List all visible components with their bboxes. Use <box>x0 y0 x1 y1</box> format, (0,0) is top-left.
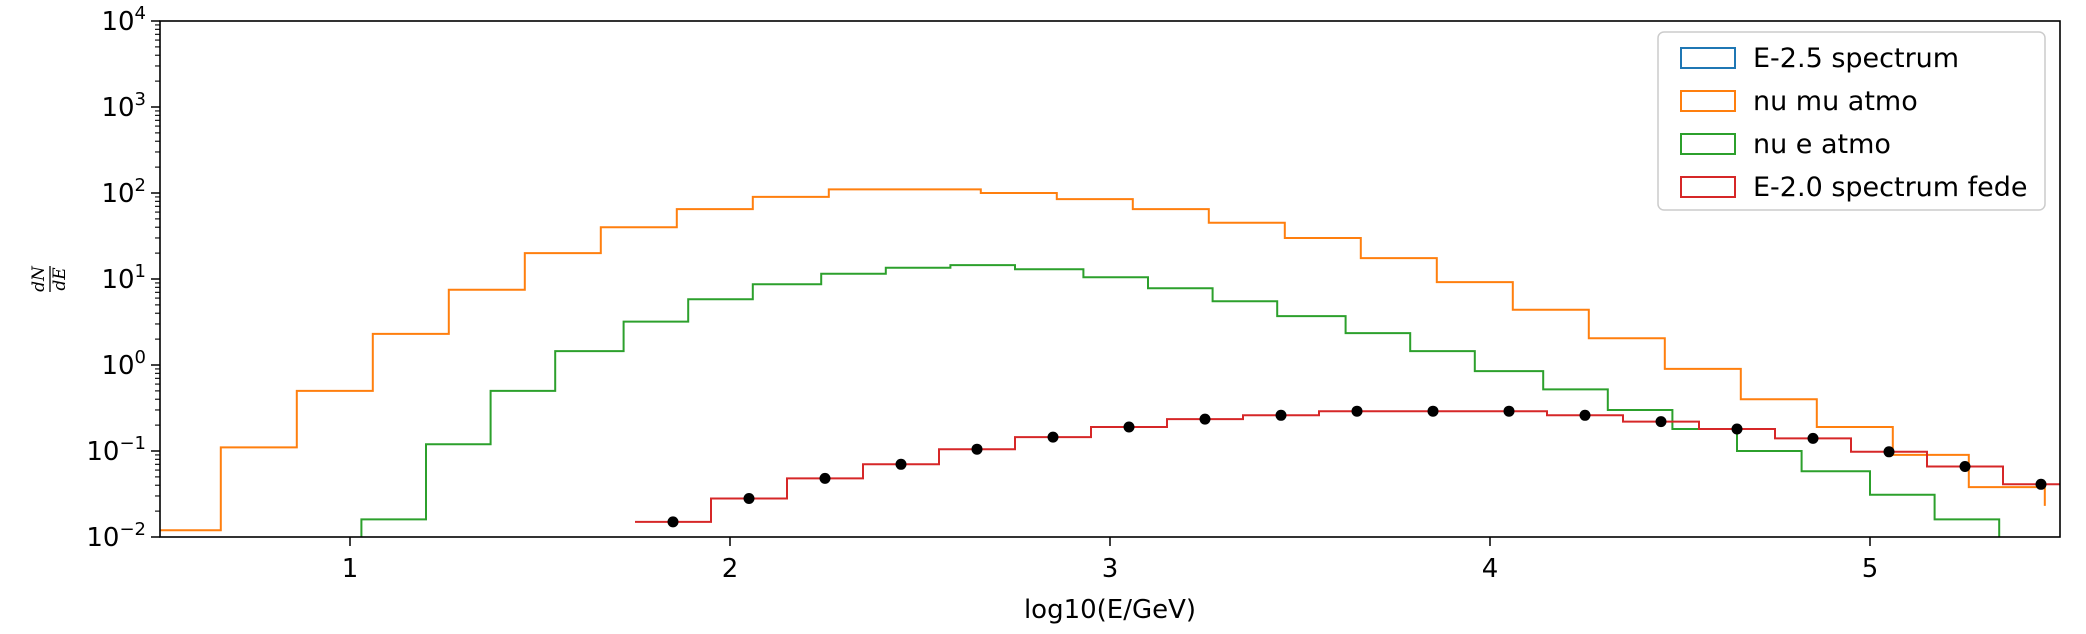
legend-box <box>1657 31 2046 211</box>
y-tick-label: 100 <box>101 347 146 381</box>
y-tick-label: 102 <box>101 175 146 209</box>
x-tick-label: 3 <box>1102 554 1119 584</box>
series-e-2-0-spectrum-fede <box>635 410 2060 523</box>
x-tick-label: 2 <box>722 554 739 584</box>
data-point <box>1579 409 1591 421</box>
data-point <box>1199 413 1211 425</box>
x-axis-label: log10(E/GeV) <box>1024 595 1196 625</box>
series-nu-mu-atmo <box>160 188 2046 532</box>
svg-text:dN: dN <box>29 265 49 292</box>
data-point <box>1047 431 1059 443</box>
legend-label: E-2.5 spectrum <box>1753 43 1959 74</box>
data-point <box>1883 446 1895 458</box>
data-point <box>819 472 831 484</box>
data-point <box>1503 405 1515 417</box>
y-axis-ticks: 10−2 10−1 100 101 102 103 104 <box>86 3 160 553</box>
x-tick-label: 1 <box>342 554 359 584</box>
data-point <box>1123 421 1135 433</box>
data-point <box>743 493 755 504</box>
data-point <box>667 516 679 528</box>
data-point <box>1427 405 1439 417</box>
data-point <box>1807 432 1819 444</box>
y-tick-label: 10−2 <box>86 519 146 553</box>
legend-swatch <box>1680 90 1736 112</box>
y-tick-label: 101 <box>101 261 146 295</box>
svg-text:dE: dE <box>50 267 70 291</box>
data-point <box>1731 423 1743 435</box>
legend-label: E-2.0 spectrum fede <box>1753 172 2028 203</box>
legend-swatch <box>1680 47 1736 69</box>
y-tick-label: 103 <box>101 89 146 123</box>
points-layer <box>667 405 2047 528</box>
data-point <box>1959 461 1971 472</box>
legend-label: nu mu atmo <box>1753 86 1918 117</box>
x-tick-label: 4 <box>1482 554 1499 584</box>
data-point <box>971 443 983 455</box>
data-point <box>1351 405 1363 417</box>
series-layer <box>160 188 2060 537</box>
legend-swatch <box>1680 133 1736 155</box>
data-point <box>1655 416 1667 428</box>
legend-label: nu e atmo <box>1753 129 1891 160</box>
data-point <box>1275 409 1287 421</box>
x-axis-ticks: 1 2 3 4 5 <box>342 537 1879 584</box>
legend: E-2.5 spectrum nu mu atmo nu e atmo E-2.0 s… <box>1657 31 2046 211</box>
data-point <box>895 458 907 470</box>
x-tick-label: 5 <box>1862 554 1879 584</box>
data-point <box>2035 478 2047 490</box>
y-axis-label: dN dE <box>29 265 70 292</box>
y-tick-label: 104 <box>101 3 146 37</box>
legend-swatch <box>1680 176 1736 198</box>
y-tick-label: 10−1 <box>86 433 146 467</box>
series-nu-e-atmo <box>360 264 2001 537</box>
